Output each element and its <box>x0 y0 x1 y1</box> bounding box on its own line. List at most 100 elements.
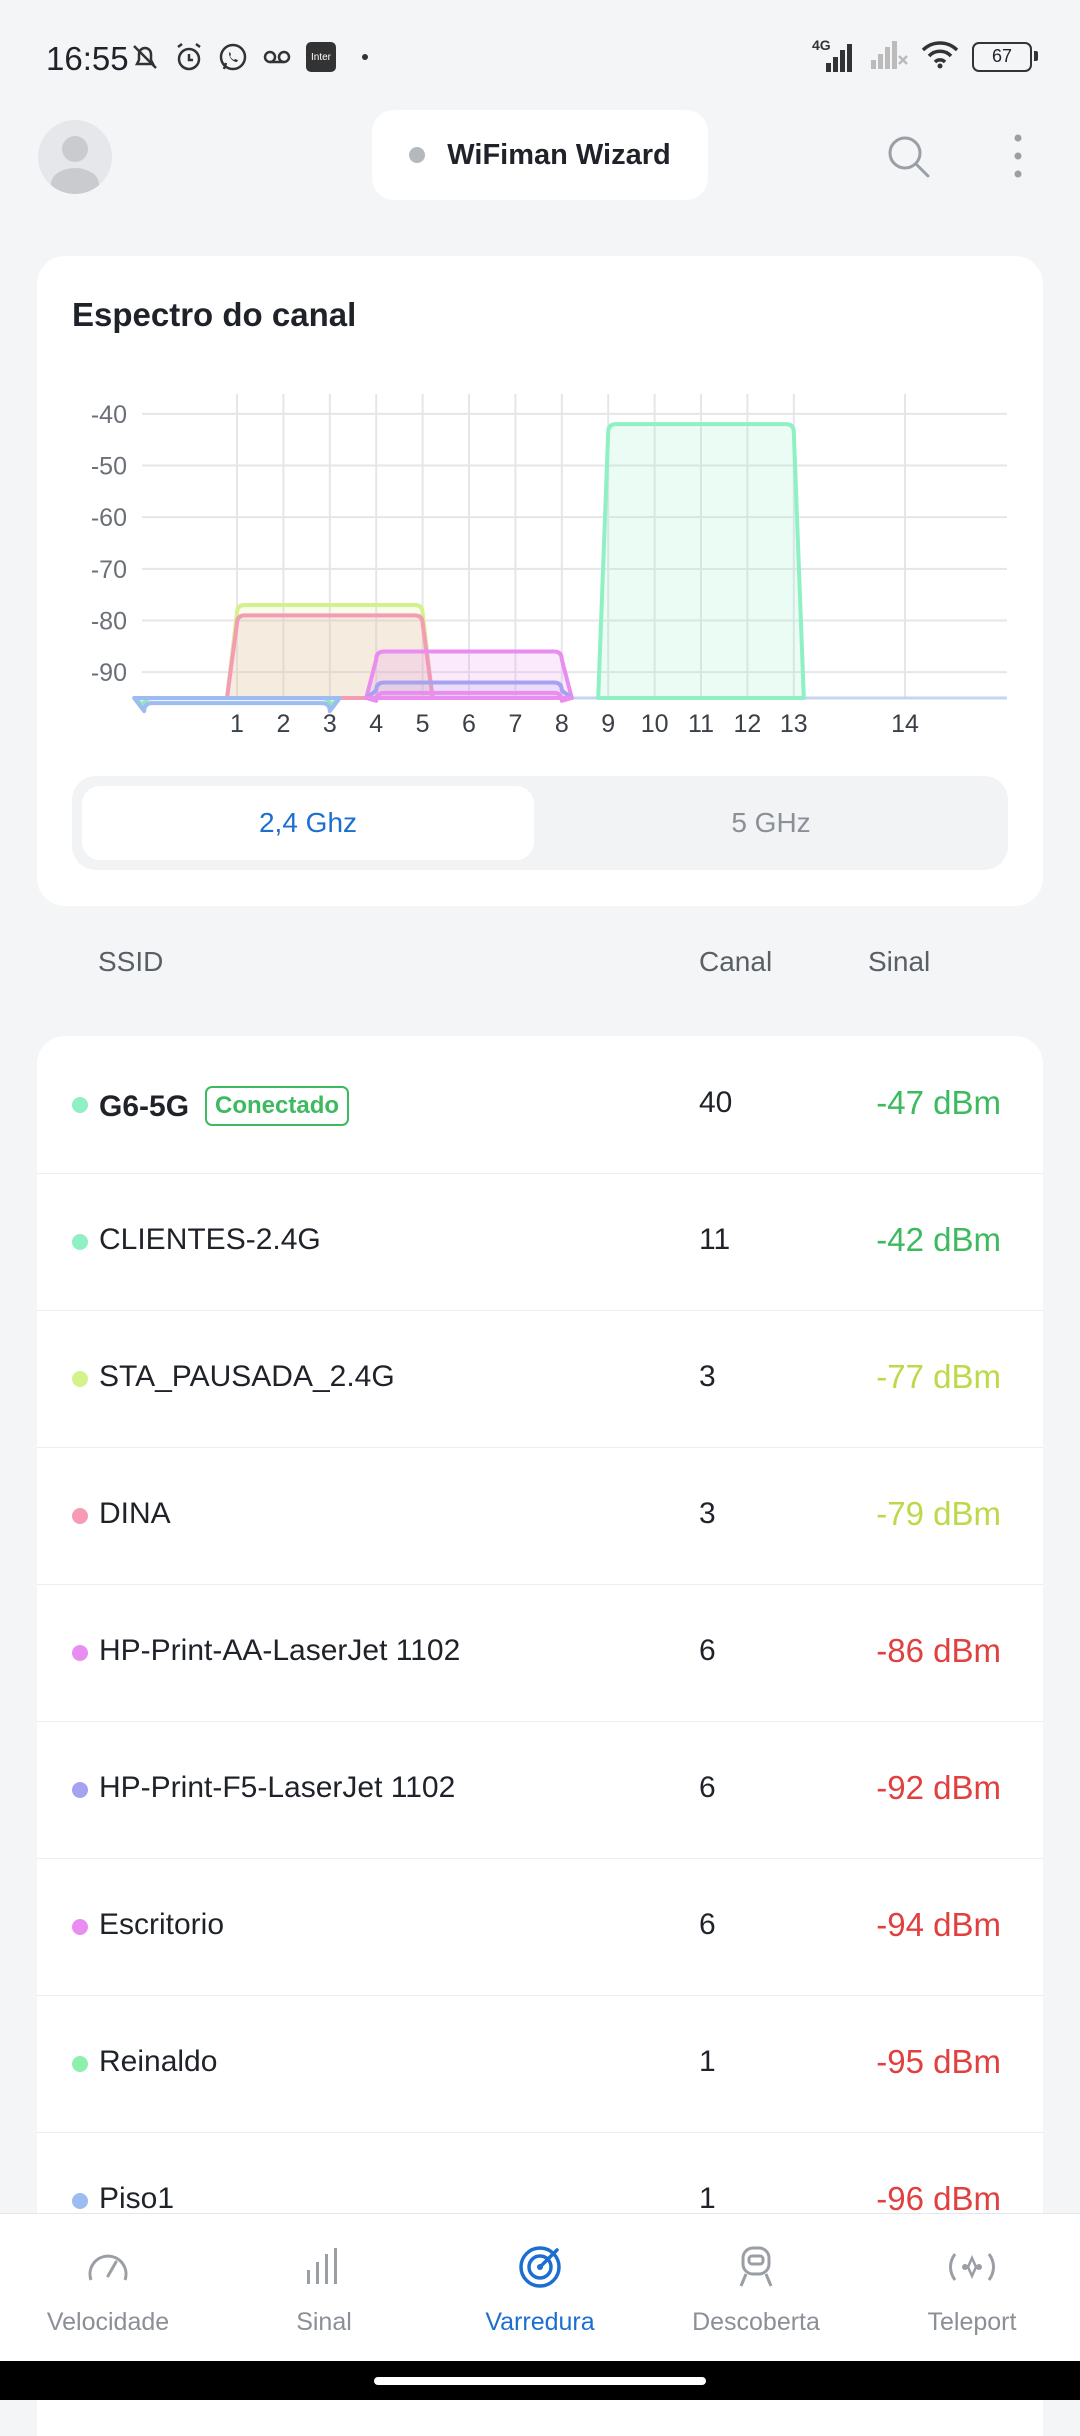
spectrum-chart: -40-50-60-70-80-901 2 3 4 5 6 7 8 9 10 11 12 13 14 <box>91 394 1007 738</box>
network-ssid: G6-5G Conectado <box>99 1086 350 1126</box>
y-tick-label: -40 <box>91 401 127 429</box>
nav-label: Teleport <box>927 2308 1017 2336</box>
nav-item-teleport[interactable]: Teleport <box>870 2214 1074 2362</box>
band-2-4ghz-tab[interactable]: 2,4 Ghz <box>82 786 534 860</box>
network-row[interactable]: STA_PAUSADA_2.4G 3 -77 dBm <box>37 1310 1043 1448</box>
spectrum-network-curve <box>596 422 806 700</box>
network-ssid: CLIENTES-2.4G <box>99 1223 321 1257</box>
network-signal: -94 dBm <box>876 1906 1001 1943</box>
nav-item-varredura[interactable]: Varredura <box>438 2214 642 2362</box>
bottom-navigation: Velocidade Sinal Varredura Descoberta Telepo… <box>0 2213 1080 2362</box>
network-signal: -92 dBm <box>876 1769 1001 1806</box>
network-color-dot <box>72 1782 88 1798</box>
cellular-signal-2-icon <box>868 38 908 75</box>
wizard-button[interactable]: WiFiman Wizard <box>372 110 708 200</box>
nav-item-descoberta[interactable]: Descoberta <box>654 2214 858 2362</box>
network-list: G6-5G Conectado 40 -47 dBm CLIENTES-2.4G 11 -4… <box>37 1036 1043 2436</box>
connected-badge: Conectado <box>205 1086 350 1126</box>
channel-spectrum-card: Espectro do canal -40 -50 -60 -70 -80 -90 1 2 3 4… <box>37 256 1043 906</box>
inter-app-icon: Inter <box>304 40 338 74</box>
ssid-text: G6-5G <box>99 1090 190 1123</box>
whatsapp-icon <box>216 40 250 74</box>
network-channel: 6 <box>699 1634 716 1667</box>
y-tick-label: -70 <box>91 556 127 584</box>
network-channel: 3 <box>699 1497 716 1530</box>
x-tick-label: 1 <box>230 710 244 738</box>
network-color-dot <box>72 1234 88 1250</box>
x-tick-label: 8 <box>555 710 569 738</box>
x-tick-label: 6 <box>462 710 476 738</box>
band-5ghz-tab[interactable]: 5 GHz <box>731 807 811 838</box>
x-tick-label: 13 <box>780 710 808 738</box>
ssid-text: Reinaldo <box>99 2045 218 2078</box>
nav-item-sinal[interactable]: Sinal <box>222 2214 426 2362</box>
network-signal: -95 dBm <box>876 2043 1001 2080</box>
spectrum-network-curve <box>132 696 342 714</box>
network-channel: 40 <box>699 1086 733 1119</box>
network-type: 4G <box>812 36 831 53</box>
network-color-dot <box>72 1097 88 1113</box>
network-row[interactable]: CLIENTES-2.4G 11 -42 dBm <box>37 1173 1043 1311</box>
ssid-text: CLIENTES-2.4G <box>99 1223 321 1256</box>
nav-label: Varredura <box>485 2308 595 2336</box>
system-status-icons: 4G 67 <box>812 37 1038 75</box>
avatar[interactable] <box>38 120 112 194</box>
y-tick-label: -80 <box>91 608 127 636</box>
network-color-dot <box>72 2193 88 2209</box>
network-signal: -47 dBm <box>876 1084 1001 1121</box>
network-row[interactable]: Reinaldo 1 -95 dBm <box>37 1995 1043 2133</box>
network-ssid: HP-Print-AA-LaserJet 1102 <box>99 1634 460 1668</box>
cellular-signal-icon: 4G <box>812 37 856 73</box>
network-ssid: HP-Print-F5-LaserJet 1102 <box>99 1771 455 1805</box>
network-ssid: Reinaldo <box>99 2045 217 2079</box>
ssid-text: STA_PAUSADA_2.4G <box>99 1360 395 1393</box>
app-title: WiFiman Wizard <box>447 138 671 171</box>
search-icon[interactable] <box>884 132 932 180</box>
spectrum-network-curve <box>364 690 574 703</box>
user-icon <box>51 136 99 194</box>
network-color-dot <box>72 1508 88 1524</box>
ssid-text: HP-Print-AA-LaserJet 1102 <box>99 1634 461 1667</box>
discovery-icon <box>739 2246 773 2287</box>
channel-column-header[interactable]: Canal <box>699 946 773 977</box>
radar-icon <box>519 2246 561 2288</box>
ssid-text: DINA <box>99 1497 171 1530</box>
signal-bars-icon <box>307 2248 337 2284</box>
nav-label: Sinal <box>296 2308 352 2336</box>
network-color-dot <box>72 1645 88 1661</box>
network-color-dot <box>72 1919 88 1935</box>
ssid-text: Escritorio <box>99 1908 225 1941</box>
x-tick-label: 14 <box>891 710 919 738</box>
network-row[interactable]: DINA 3 -79 dBm <box>37 1447 1043 1585</box>
ssid-column-header: SSID <box>98 946 164 977</box>
gesture-area <box>0 2361 1080 2400</box>
network-ssid: DINA <box>99 1497 171 1531</box>
x-tick-label: 3 <box>323 710 337 738</box>
home-indicator[interactable] <box>374 2377 706 2385</box>
network-signal: -77 dBm <box>876 1358 1001 1395</box>
wifi-icon <box>920 38 960 75</box>
x-tick-label: 10 <box>641 710 669 738</box>
network-color-dot <box>72 2056 88 2072</box>
ssid-text: HP-Print-F5-LaserJet 1102 <box>99 1771 456 1804</box>
more-notifications-icon <box>348 40 382 74</box>
network-ssid: Piso1 <box>99 2182 174 2216</box>
nav-item-velocidade[interactable]: Velocidade <box>6 2214 210 2362</box>
network-signal: -42 dBm <box>876 1221 1001 1258</box>
band-toggle: 2,4 Ghz 5 GHz <box>72 776 1008 870</box>
network-row[interactable]: HP-Print-AA-LaserJet 1102 6 -86 dBm <box>37 1584 1043 1722</box>
x-tick-label: 9 <box>601 710 615 738</box>
y-tick-label: -90 <box>91 659 127 687</box>
network-row[interactable]: G6-5G Conectado 40 -47 dBm <box>37 1036 1043 1174</box>
network-color-dot <box>72 1371 88 1387</box>
signal-column-header[interactable]: Sinal <box>868 946 931 977</box>
network-ssid: Escritorio <box>99 1908 224 1942</box>
network-channel: 11 <box>699 1223 731 1256</box>
teleport-icon <box>949 2253 995 2281</box>
more-options-icon[interactable] <box>1004 128 1032 184</box>
spectrum-title: Espectro do canal <box>72 296 357 333</box>
notification-icons: Inter <box>128 40 382 74</box>
network-row[interactable]: Escritorio 6 -94 dBm <box>37 1858 1043 1996</box>
network-row[interactable]: HP-Print-F5-LaserJet 1102 6 -92 dBm <box>37 1721 1043 1859</box>
spectrum-network-curve <box>364 649 574 700</box>
